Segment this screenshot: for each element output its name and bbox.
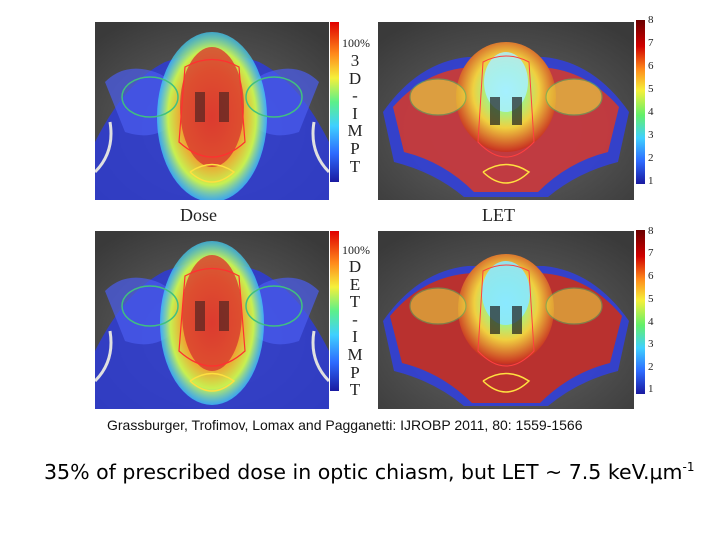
let-column-label: LET [482, 205, 515, 225]
dose-percent-label-bottom: 100% [342, 243, 370, 257]
dose-colorbar-top [330, 22, 339, 182]
dose-map-3d-impt [95, 22, 329, 200]
method-label-bottom: D E T - I M P T [347, 257, 363, 400]
dose-map-det-impt [95, 231, 329, 409]
method-label-top: 3 D - I M P T [347, 51, 363, 176]
citation: Grassburger, Trofimov, Lomax and Paggane… [107, 417, 583, 433]
dose-column-label: Dose [180, 205, 217, 225]
dose-colorbar-bottom [330, 231, 339, 391]
let-colorbar-bottom [636, 230, 645, 394]
dose-percent-label-top: 100% [342, 36, 370, 50]
let-map-3d-impt [378, 22, 634, 200]
caption-superscript: -1 [682, 460, 695, 475]
let-ticks-bottom: 8 7 6 5 4 3 2 1 [648, 225, 654, 395]
caption: 35% of prescribed dose in optic chiasm, … [44, 460, 694, 484]
caption-text: 35% of prescribed dose in optic chiasm, … [44, 460, 683, 484]
let-ticks-top: 8 7 6 5 4 3 2 1 [648, 14, 654, 187]
let-map-det-impt [378, 231, 634, 409]
let-colorbar-top [636, 20, 645, 184]
